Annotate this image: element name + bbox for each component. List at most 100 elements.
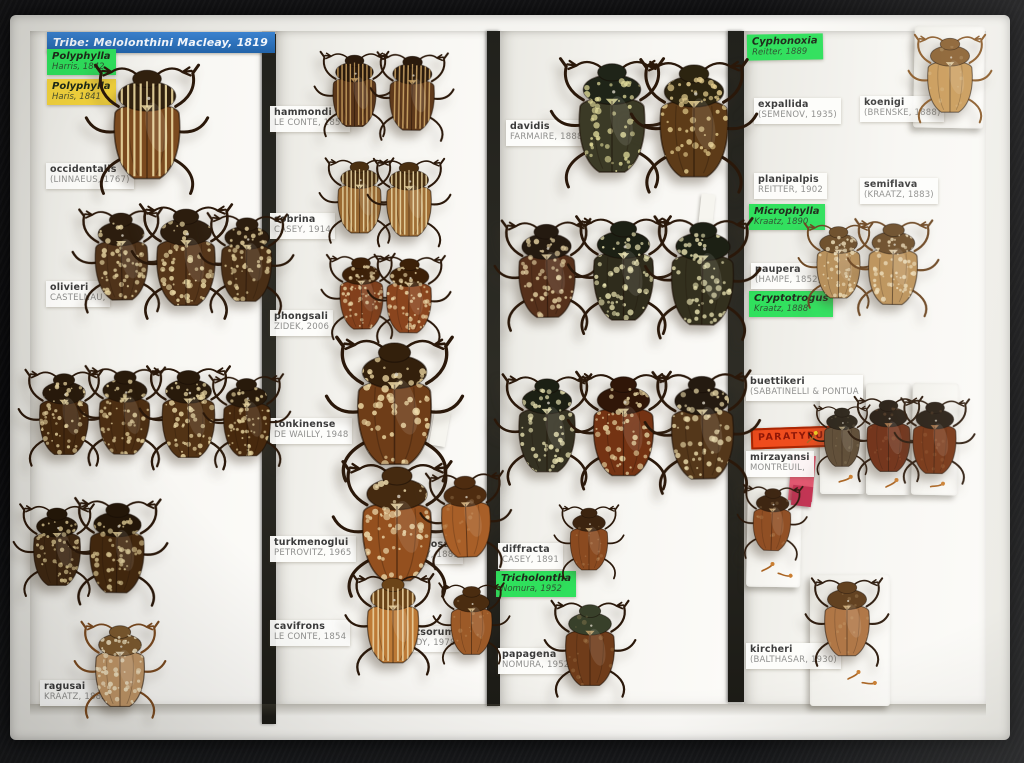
species-name: koenigi bbox=[864, 97, 905, 108]
species-name: mirzayansi bbox=[750, 452, 810, 463]
species-name: cavifrons bbox=[274, 621, 326, 632]
specimen-paupera-2 bbox=[845, 195, 941, 337]
specimen-davidis-6 bbox=[493, 331, 601, 524]
specimen-paupera-1 bbox=[797, 195, 880, 333]
species-author: HARDY, 1978 bbox=[397, 637, 456, 648]
pin-mark-8 bbox=[802, 426, 822, 446]
species-name: papagena bbox=[502, 649, 557, 660]
species-author: REITTER, 1902 bbox=[758, 184, 823, 195]
species-author: (BALTHASAR, 1930) bbox=[750, 654, 837, 665]
species-label-diffracta: diffracta CASEY, 1891 bbox=[498, 543, 563, 569]
column-gap-3 bbox=[728, 31, 744, 702]
species-author: LE CONTE, 1856 bbox=[274, 117, 347, 128]
specimen-mirzayansi-1 bbox=[735, 478, 810, 564]
species-author: (BRENSKE, 1888) bbox=[864, 107, 941, 118]
species-author: CASEY, 1891 bbox=[502, 554, 559, 565]
species-author: (SABATINELLI & PONTUA bbox=[750, 386, 859, 397]
polyphylla-green-author: Harris, 1842 bbox=[52, 61, 105, 72]
species-name: pottsorum bbox=[397, 627, 455, 638]
species-label-planipalpis: planipalpis REITTER, 1902 bbox=[754, 173, 827, 199]
species-author: FARMAIRE, 1888 bbox=[510, 131, 583, 142]
pin-mark-2 bbox=[775, 563, 798, 586]
specimen-papagena-1 bbox=[543, 586, 637, 708]
species-author: NOMURA, 1952 bbox=[502, 659, 570, 670]
microphylla-green-author: Kraatz, 1890 bbox=[754, 216, 809, 227]
species-author: (LINNAEUS, 1767) bbox=[50, 174, 130, 185]
species-name: davidis bbox=[510, 121, 550, 132]
species-author: ZIDEK, 2006 bbox=[274, 321, 330, 332]
pin-mark-7 bbox=[859, 671, 881, 693]
species-label-buettikeri: buettikeri (SABATINELLI & PONTUA bbox=[746, 375, 863, 401]
species-label-tonkinense: tonkinense DE WAILLY, 1948 bbox=[270, 418, 353, 444]
polyphylla-yellow-author: Haris, 1841 bbox=[52, 91, 101, 102]
species-author: CASTELNAU, bbox=[50, 292, 106, 303]
species-name: paupera bbox=[755, 264, 801, 275]
specimen-row3-1 bbox=[17, 323, 111, 509]
specimen-diffracta-1 bbox=[553, 489, 625, 592]
species-author: (KRAATZ, 1883) bbox=[864, 189, 934, 200]
specimen-sobrina-2 bbox=[366, 139, 452, 263]
polyphylla-green-name: Polyphylla bbox=[52, 51, 111, 62]
species-label-turkmenoglui: turkmenoglui PETROVITZ, 1965 bbox=[270, 536, 356, 562]
species-label-kircheri: kircheri (BALTHASAR, 1930) bbox=[746, 643, 841, 669]
polyphylla-yellow-name: Polyphylla bbox=[52, 81, 111, 92]
specimen-cavifrons-1 bbox=[328, 567, 458, 678]
species-label-mirzayansi: mirzayansi MONTREUIL, bbox=[746, 451, 814, 477]
species-name: buettikeri bbox=[750, 376, 805, 387]
specimen-pottsorum-1 bbox=[432, 572, 511, 672]
microphylla-green-name: Microphylla bbox=[754, 206, 820, 217]
specimen-ragusai-1 bbox=[73, 595, 167, 741]
species-name: diffracta bbox=[502, 544, 550, 555]
specimen-row4-2 bbox=[63, 460, 170, 640]
species-label-sobrina: sobrina CASEY, 1914 bbox=[270, 213, 335, 239]
species-name: occidentalis bbox=[50, 164, 117, 175]
specimen-row3-2 bbox=[74, 319, 174, 510]
species-name: planipalpis bbox=[758, 174, 819, 185]
species-name: olivieri bbox=[50, 282, 89, 293]
specimen-hammondi-2 bbox=[368, 24, 456, 165]
specimen-kircheri-1 bbox=[804, 568, 890, 673]
tribe-header-label: Tribe: Melolonthini Macleay, 1819 bbox=[47, 32, 275, 53]
species-name: tonkinense bbox=[274, 419, 336, 430]
pin-mark-5 bbox=[928, 474, 949, 495]
species-label-papagena: papagena NOMURA, 1952 bbox=[498, 648, 574, 674]
specimen-expallida-1 bbox=[907, 23, 993, 131]
specimen-davidis-2 bbox=[629, 19, 759, 228]
specimen-davidis-1 bbox=[549, 14, 675, 227]
drawer-ledge-shadow bbox=[30, 704, 986, 716]
species-label-expallida: expallida (SEMENOV, 1935) bbox=[754, 98, 841, 124]
cryptotrogus-green: Cryptotrogus Kraatz, 1888 bbox=[749, 291, 834, 318]
species-label-semiflava: semiflava (KRAATZ, 1883) bbox=[860, 178, 938, 204]
specimen-tonkinense-1 bbox=[309, 327, 480, 486]
tricholontha-green-author: Nomura, 1952 bbox=[501, 583, 562, 594]
pin-mark-4 bbox=[884, 474, 900, 490]
specimen-davidis-4 bbox=[566, 175, 681, 371]
specimen-davidis-3 bbox=[491, 176, 602, 370]
specimen-row3-4 bbox=[200, 325, 293, 513]
specimen-olivieri-3 bbox=[197, 177, 297, 346]
species-author: (SEMENOV, 1935) bbox=[758, 109, 837, 120]
species-author: (HAMPE, 1852) bbox=[755, 274, 822, 285]
species-author: CASEY, 1889 bbox=[402, 549, 459, 560]
species-name: phongsali bbox=[274, 311, 329, 322]
species-name: semiflava bbox=[864, 179, 918, 190]
specimen-row3-3 bbox=[138, 320, 239, 512]
specimen-buettikeri-3 bbox=[892, 379, 977, 499]
cryptotrogus-green-name: Cryptotrogus bbox=[754, 293, 829, 304]
species-label-cavifrons: cavifrons LE CONTE, 1854 bbox=[270, 620, 351, 646]
species-author: CASEY, 1914 bbox=[274, 224, 331, 235]
specimen-turkmenoglui-1 bbox=[318, 452, 476, 601]
species-author: KRAATZ, 1882 bbox=[44, 691, 107, 702]
specimen-davidis-7 bbox=[566, 332, 681, 525]
specimen-davidis-5 bbox=[641, 177, 763, 375]
species-author: MONTREUIL, bbox=[750, 462, 806, 473]
specimen-occidentalis-1 bbox=[84, 39, 210, 215]
tricholontha-green-name: Tricholontha bbox=[501, 573, 572, 584]
pin-mark-1 bbox=[760, 558, 776, 574]
species-name: turkmenoglui bbox=[274, 537, 349, 548]
species-author: LE CONTE, 1854 bbox=[274, 631, 347, 642]
species-name: hammondi bbox=[274, 107, 332, 118]
